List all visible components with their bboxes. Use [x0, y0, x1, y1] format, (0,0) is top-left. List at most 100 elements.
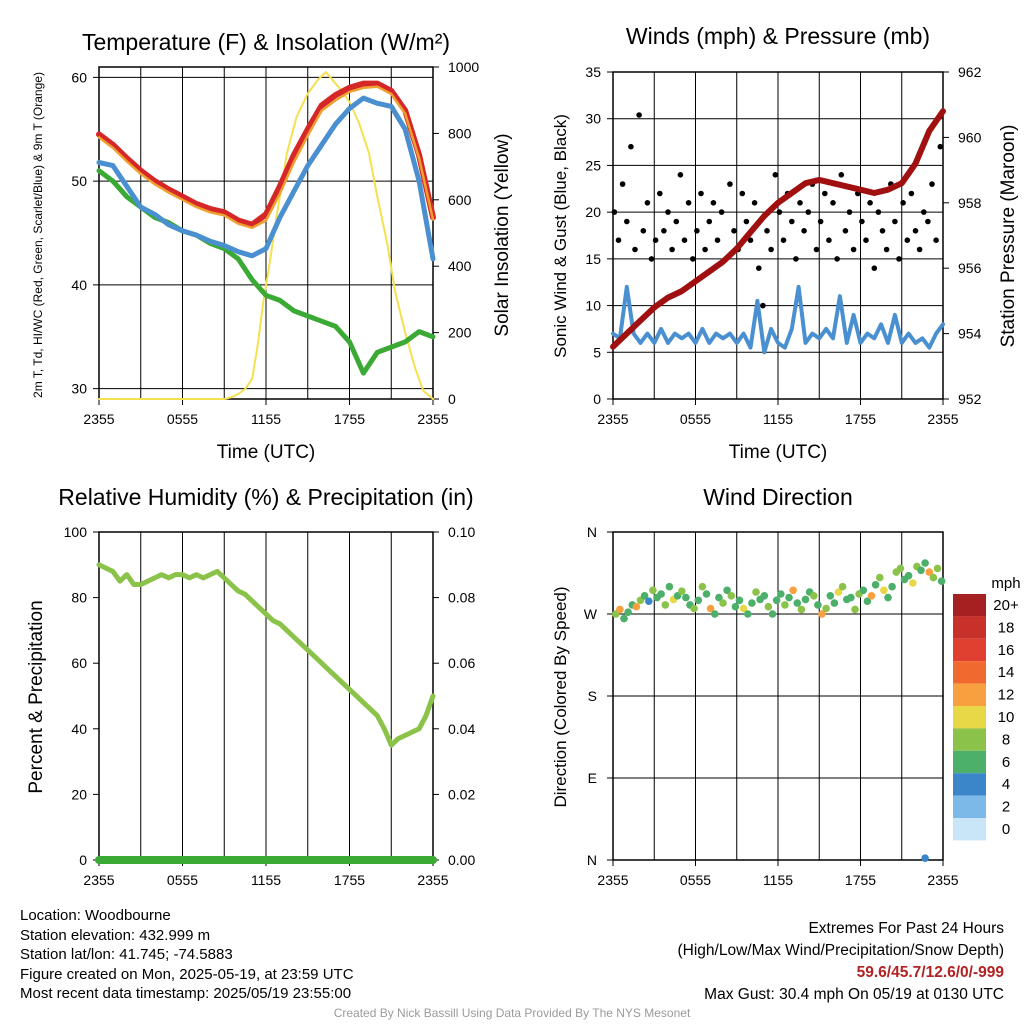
direction-point: [706, 604, 715, 613]
humidity-x-tick-label: 2355: [83, 872, 114, 888]
direction-x-tick-label: 0555: [680, 872, 711, 888]
humidity-y-tick-label: 20: [71, 786, 87, 802]
humidity-y2-tick-label: 0.00: [448, 852, 475, 868]
winds-gust-point: [780, 237, 787, 243]
winds-gust-point: [698, 190, 704, 197]
direction-point: [933, 564, 942, 573]
winds-gust-point: [850, 246, 857, 253]
temperature-left-axis-label: 2m T, Td, HI/WC (Red, Green, Scarlet/Blu…: [31, 72, 45, 398]
extremes-title: Extremes For Past 24 Hours: [808, 920, 1004, 937]
direction-point: [772, 596, 781, 605]
direction-point: [649, 586, 657, 595]
station-latlon: Station lat/lon: 41.745; -74.5883: [20, 946, 233, 964]
direction-point: [719, 599, 727, 607]
winds-y-tick-label: 35: [585, 64, 601, 80]
winds-gust-point: [937, 143, 944, 150]
winds-gust-point: [690, 256, 696, 262]
temperature-y-tick-label: 60: [71, 69, 87, 85]
direction-point: [867, 592, 876, 600]
winds-gust-point: [892, 218, 898, 225]
winds-y-tick-label: 15: [585, 251, 601, 267]
legend-swatch: [953, 795, 986, 818]
humidity-x-tick-label: 0555: [167, 872, 198, 888]
humidity-y-tick-label: 80: [71, 590, 87, 606]
winds-gust-point: [611, 209, 618, 215]
winds-gust-point: [669, 246, 675, 253]
direction-point: [929, 573, 938, 582]
winds-gust-point: [789, 218, 795, 225]
panel-labels: Temperature (F) & Insolation (W/m²) 2m T…: [26, 23, 1021, 888]
humidity-x-tick-label: 1155: [251, 872, 281, 888]
legend-swatch: [953, 616, 986, 639]
direction-y-tick-label: N: [587, 852, 597, 868]
direction-point: [871, 581, 880, 589]
direction-point: [822, 604, 830, 613]
winds-gust-point: [677, 172, 684, 178]
winds-y2-tick-label: 956: [958, 260, 982, 276]
winds-gust-point: [776, 209, 783, 215]
winds-gust-point: [772, 172, 779, 178]
winds-x-tick-label: 2355: [597, 411, 628, 427]
station-location: Location: Woodbourne: [20, 907, 171, 924]
direction-point: [851, 605, 859, 614]
winds-x-tick-label: 1755: [845, 411, 876, 427]
legend-swatch: [953, 661, 986, 684]
winds-panel-title: Winds (mph) & Pressure (mb): [626, 23, 930, 49]
direction-y-tick-label: W: [584, 606, 598, 622]
temperature-right-axis-label: Solar Insolation (Yellow): [492, 133, 513, 336]
winds-gust-point: [681, 237, 688, 243]
winds-y-tick-label: 0: [593, 391, 601, 407]
legend-label: 16: [998, 642, 1015, 659]
winds-gust-point: [636, 112, 642, 118]
humidity-x-tick-label: 2355: [417, 872, 448, 888]
winds-y2-tick-label: 954: [958, 326, 982, 342]
temperature-y-tick-label: 50: [71, 173, 87, 189]
panel-frames: [93, 66, 949, 866]
direction-panel-title: Wind Direction: [703, 484, 853, 510]
direction-y-tick-label: E: [588, 770, 597, 786]
winds-gust-point: [817, 218, 824, 225]
humidity-y2-tick-label: 0.04: [448, 721, 475, 737]
legend-swatch: [953, 594, 986, 617]
winds-gust-point: [685, 200, 692, 206]
winds-gust-point: [912, 228, 919, 234]
temperature-x-tick-label: 0555: [167, 411, 198, 427]
winds-gust-point: [710, 200, 717, 206]
direction-point: [768, 610, 777, 618]
direction-point: [723, 586, 731, 595]
winds-y2-tick-label: 960: [958, 129, 982, 145]
direction-point: [690, 604, 698, 613]
winds-gust-point: [648, 256, 655, 262]
direction-point: [917, 566, 925, 575]
temperature-x-tick-label: 1155: [251, 411, 281, 427]
winds-gust-point: [875, 209, 882, 215]
humidity-left-axis-label: Percent & Precipitation: [26, 600, 47, 793]
direction-point: [834, 588, 843, 596]
direction-point: [698, 582, 707, 591]
direction-y-tick-label: S: [588, 688, 597, 704]
direction-point: [748, 599, 756, 607]
winds-gust-point: [801, 228, 807, 234]
direction-point: [727, 592, 736, 600]
winds-gust-point: [826, 237, 832, 243]
legend-label: 12: [998, 687, 1015, 704]
winds-gust-point: [624, 218, 630, 225]
direction-point: [731, 602, 740, 611]
direction-point: [797, 605, 806, 614]
winds-gust-point: [859, 218, 865, 225]
winds-gust-point: [751, 200, 758, 206]
winds-gust-point: [929, 181, 935, 187]
direction-point: [616, 605, 624, 614]
direction-point: [937, 577, 946, 585]
winds-y2-tick-label: 958: [958, 195, 982, 211]
direction-point: [896, 564, 905, 573]
direction-point: [661, 601, 670, 609]
winds-gust-point: [916, 246, 923, 253]
extremes-values: 59.6/45.7/12.6/0/-999: [856, 964, 1004, 981]
direction-point: [904, 571, 913, 580]
direction-point: [888, 582, 896, 591]
humidity-y2-tick-label: 0.02: [448, 786, 475, 802]
winds-gust-point: [904, 237, 911, 243]
winds-gust-point: [838, 172, 845, 178]
